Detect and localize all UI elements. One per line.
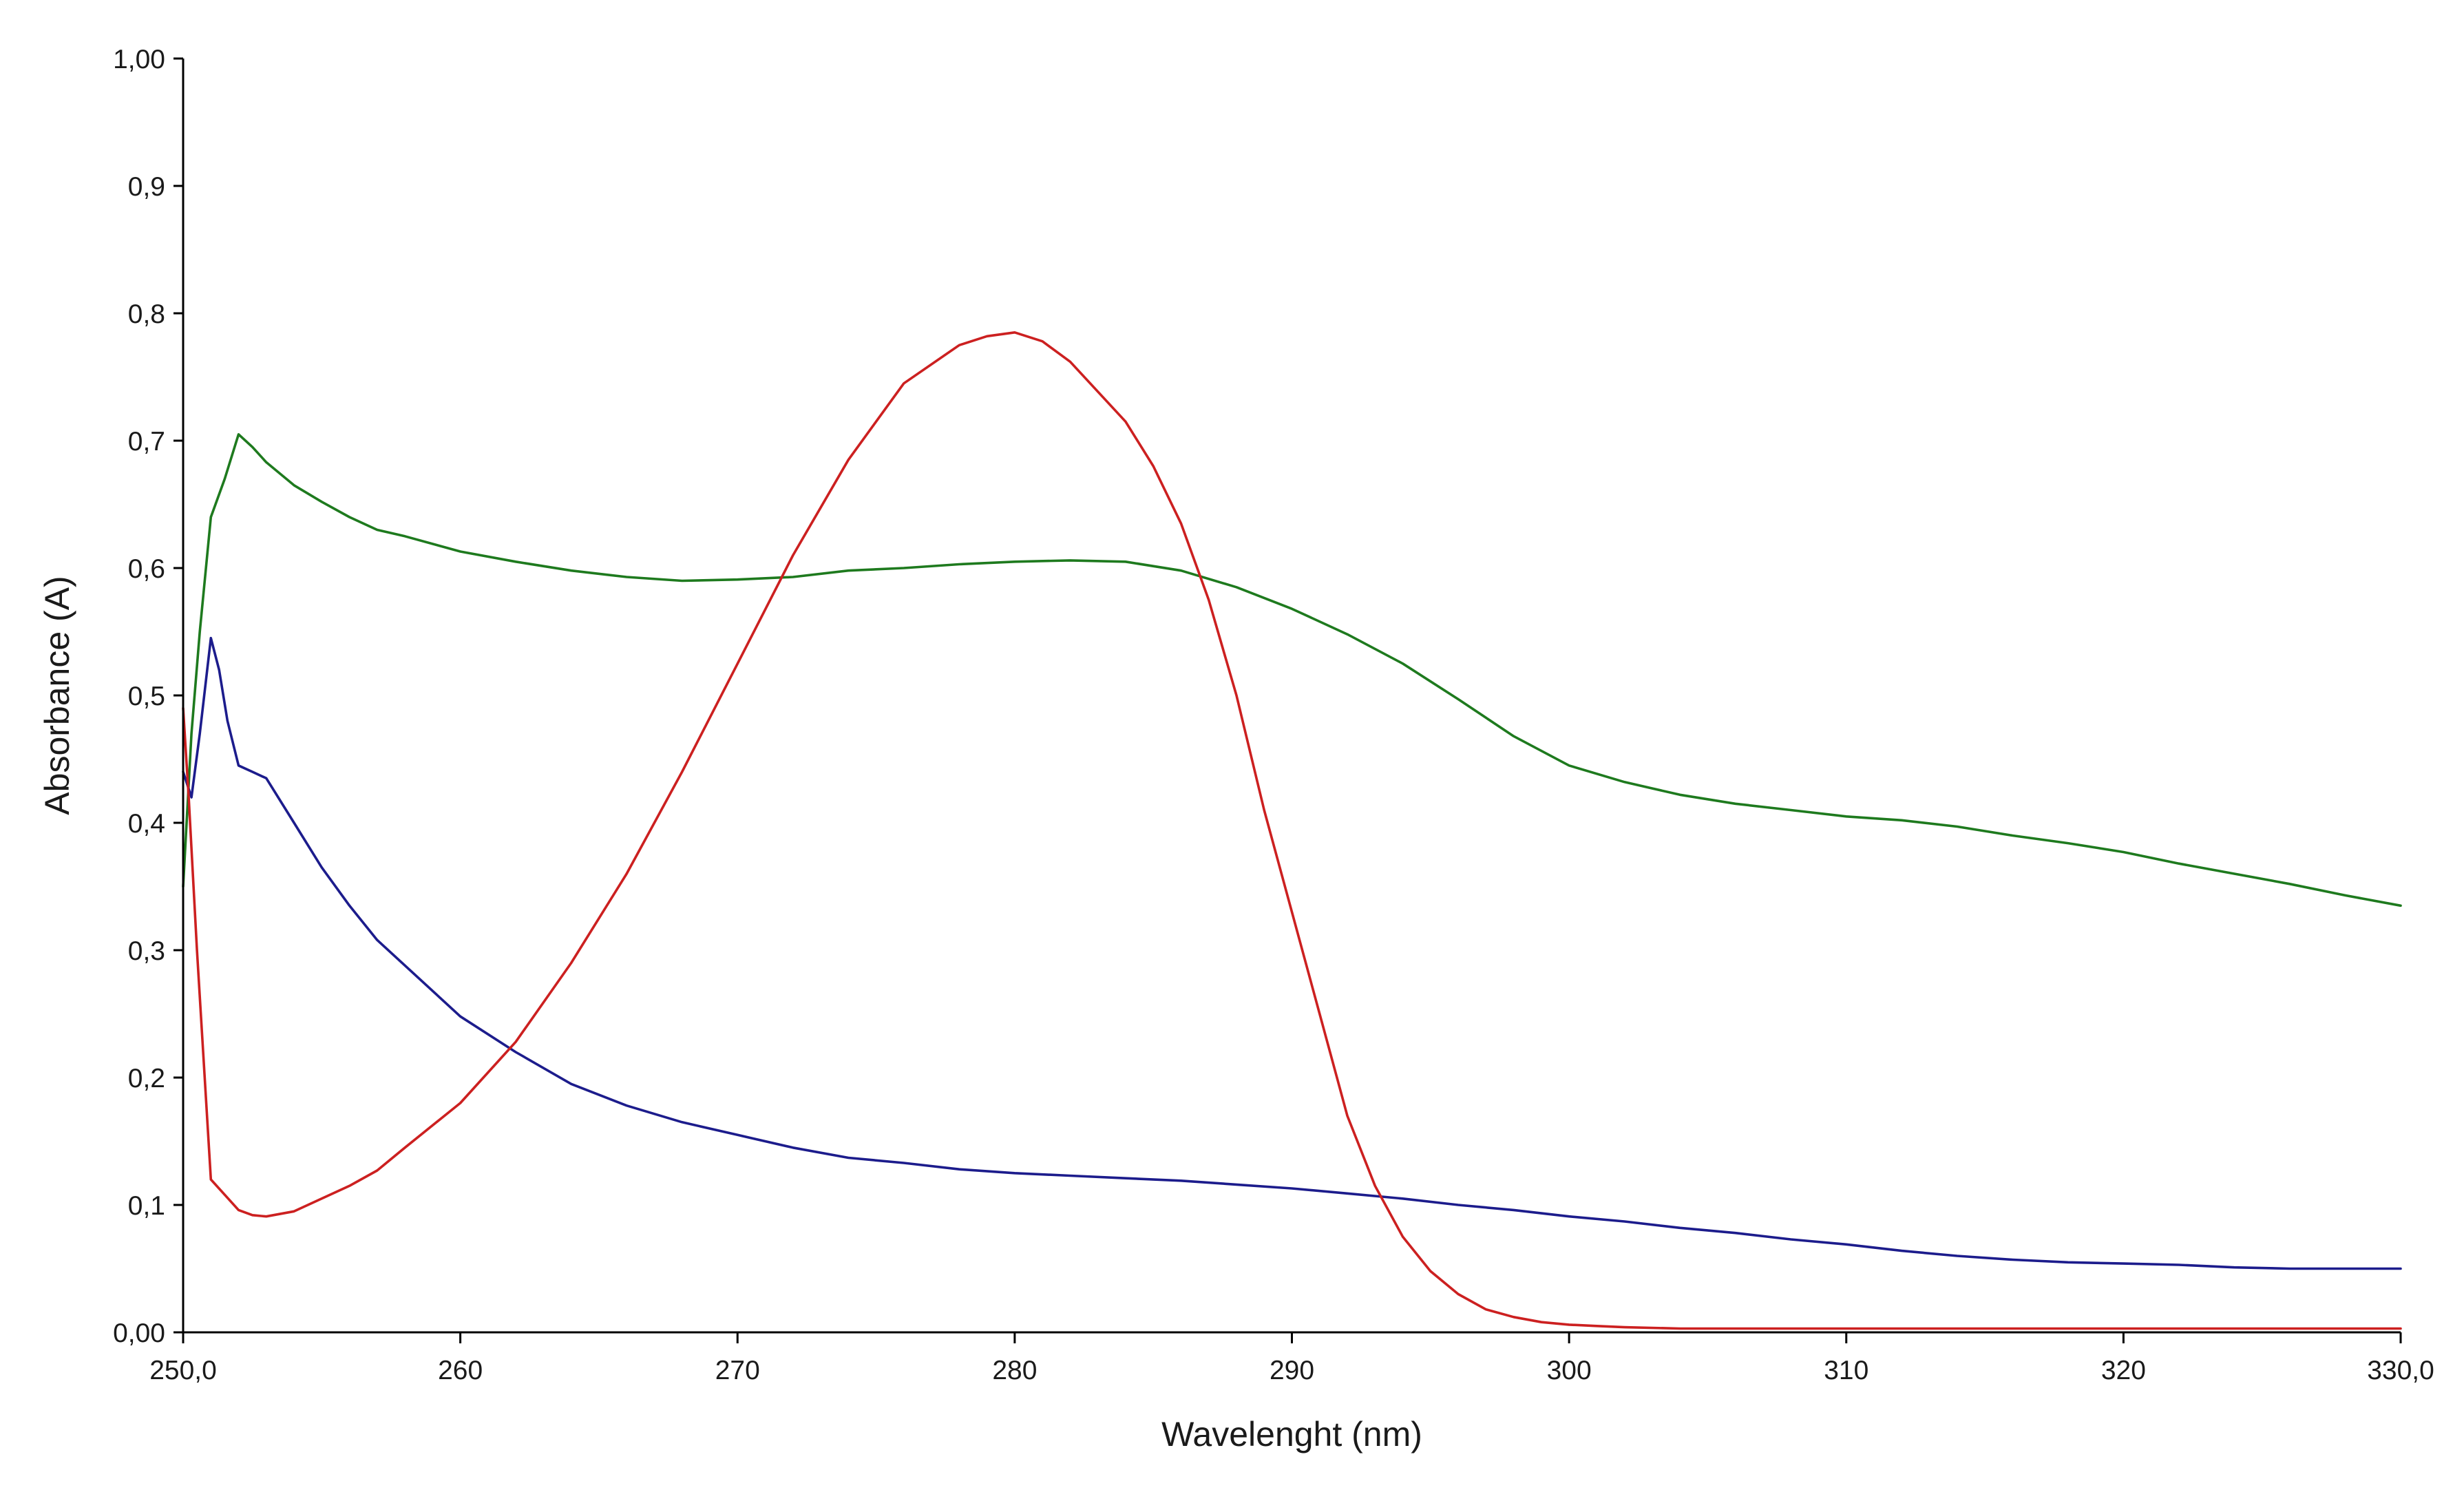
x-tick-label: 330,0: [2367, 1356, 2434, 1385]
x-tick-label: 280: [992, 1356, 1037, 1385]
series-line-blue: [182, 636, 2402, 1270]
x-ticks-group: 250,0 260 270 280 290 300 310 320 330,0: [149, 1332, 2434, 1385]
x-tick-label: 300: [1547, 1356, 1592, 1385]
y-tick-label: 1,00: [113, 45, 165, 74]
x-tick-label: 320: [2101, 1356, 2146, 1385]
x-tick-label: 310: [1824, 1356, 1868, 1385]
x-tick-label: 270: [715, 1356, 760, 1385]
series-line-green: [182, 432, 2402, 907]
series-layer: [182, 330, 2402, 1330]
y-axis-title: Absorbance (A): [38, 576, 76, 815]
y-ticks-group: 0,00 0,1 0,2 0,3 0,4 0,5 0,6 0,7 0,8 0,9 1,00: [113, 45, 183, 1348]
x-tick-label: 290: [1270, 1356, 1314, 1385]
y-tick-label: 0,8: [128, 300, 165, 329]
x-tick-label: 260: [438, 1356, 483, 1385]
series-line-red: [182, 330, 2402, 1330]
y-tick-label: 0,5: [128, 682, 165, 711]
y-tick-label: 0,1: [128, 1191, 165, 1221]
x-tick-label: 250,0: [149, 1356, 217, 1385]
y-tick-label: 0,7: [128, 427, 165, 457]
y-tick-label: 0,2: [128, 1064, 165, 1093]
y-tick-label: 0,3: [128, 936, 165, 966]
x-axis-title: Wavelenght (nm): [1161, 1415, 1422, 1454]
y-tick-label: 0,9: [128, 172, 165, 202]
y-tick-label: 0,4: [128, 809, 165, 839]
y-tick-label: 0,6: [128, 554, 165, 584]
y-tick-label: 0,00: [113, 1319, 165, 1348]
